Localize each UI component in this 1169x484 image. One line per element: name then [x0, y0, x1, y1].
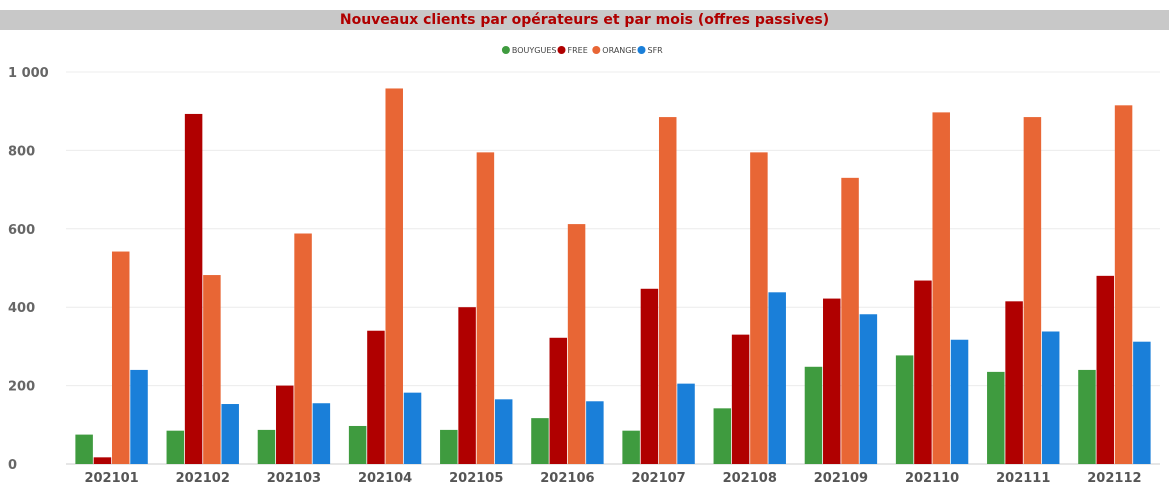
bar-bouygues	[622, 430, 640, 464]
bar-sfr	[950, 339, 969, 464]
bar-free	[93, 457, 112, 464]
bar-bouygues	[531, 418, 549, 464]
x-tick-label: 202110	[905, 471, 959, 484]
bar-bouygues	[75, 434, 93, 464]
bar-free	[458, 307, 476, 464]
bar-bouygues	[348, 425, 367, 464]
bar-bouygues	[987, 371, 1005, 464]
bar-sfr	[586, 401, 604, 464]
bar-orange	[750, 152, 768, 465]
bar-sfr	[859, 314, 878, 464]
y-tick-label: 600	[8, 223, 35, 238]
y-tick-label: 200	[8, 380, 35, 395]
bar-orange	[385, 88, 403, 465]
bar-sfr	[677, 383, 695, 464]
bar-sfr	[221, 404, 239, 464]
legend-label-sfr: SFR	[648, 46, 664, 55]
x-tick-label: 202111	[996, 471, 1050, 484]
bar-orange	[1023, 117, 1042, 464]
bar-bouygues	[895, 355, 914, 464]
bar-orange	[567, 224, 586, 464]
bar-free	[914, 280, 932, 464]
bar-free	[1096, 275, 1115, 464]
bar-bouygues	[804, 366, 823, 464]
y-tick-label: 1 000	[8, 66, 49, 81]
bar-orange	[294, 233, 312, 464]
bar-bouygues	[257, 429, 276, 464]
x-tick-label: 202103	[267, 471, 321, 484]
bar-free	[640, 288, 659, 464]
bar-orange	[841, 177, 859, 464]
legend-marker-bouygues	[501, 46, 510, 54]
x-tick-label: 202108	[723, 471, 777, 484]
bar-free	[367, 330, 385, 464]
bar-free	[823, 298, 841, 464]
x-tick-label: 202101	[84, 471, 138, 484]
bar-free	[549, 337, 568, 464]
bar-free	[184, 113, 203, 464]
bar-orange	[476, 152, 495, 465]
bar-bouygues	[166, 430, 185, 464]
bar-sfr	[130, 369, 148, 464]
x-tick-label: 202105	[449, 471, 503, 484]
bar-bouygues	[713, 408, 732, 464]
x-tick-label: 202112	[1087, 471, 1141, 484]
y-tick-label: 800	[8, 144, 35, 159]
chart-title: Nouveaux clients par opérateurs et par m…	[0, 10, 1169, 30]
bar-free	[731, 334, 750, 464]
y-tick-label: 0	[8, 458, 17, 473]
bar-free	[276, 385, 294, 464]
bar-free	[1005, 301, 1023, 464]
legend-label-free: FREE	[568, 46, 588, 55]
bar-sfr	[312, 403, 331, 464]
bar-orange	[658, 117, 677, 464]
bar-orange	[203, 275, 221, 464]
legend-label-bouygues: BOUYGUES	[512, 46, 557, 55]
x-tick-label: 202109	[814, 471, 868, 484]
bar-sfr	[1133, 341, 1151, 464]
legend-marker-free	[557, 46, 566, 54]
bar-bouygues	[1078, 369, 1096, 464]
y-tick-label: 400	[8, 301, 35, 316]
bar-sfr	[403, 392, 422, 464]
legend-label-orange: ORANGE	[602, 46, 636, 55]
bar-sfr	[768, 292, 786, 464]
bar-sfr	[494, 399, 513, 464]
bar-orange	[932, 112, 950, 464]
x-tick-label: 202104	[358, 471, 412, 484]
bar-orange	[1114, 105, 1133, 464]
legend-marker-sfr	[637, 46, 646, 54]
x-tick-label: 202102	[176, 471, 230, 484]
x-tick-label: 202107	[631, 471, 685, 484]
bar-bouygues	[440, 429, 458, 464]
legend-marker-orange	[592, 46, 601, 54]
bar-sfr	[1041, 331, 1060, 464]
bar-orange	[111, 251, 130, 464]
x-tick-label: 202106	[540, 471, 594, 484]
